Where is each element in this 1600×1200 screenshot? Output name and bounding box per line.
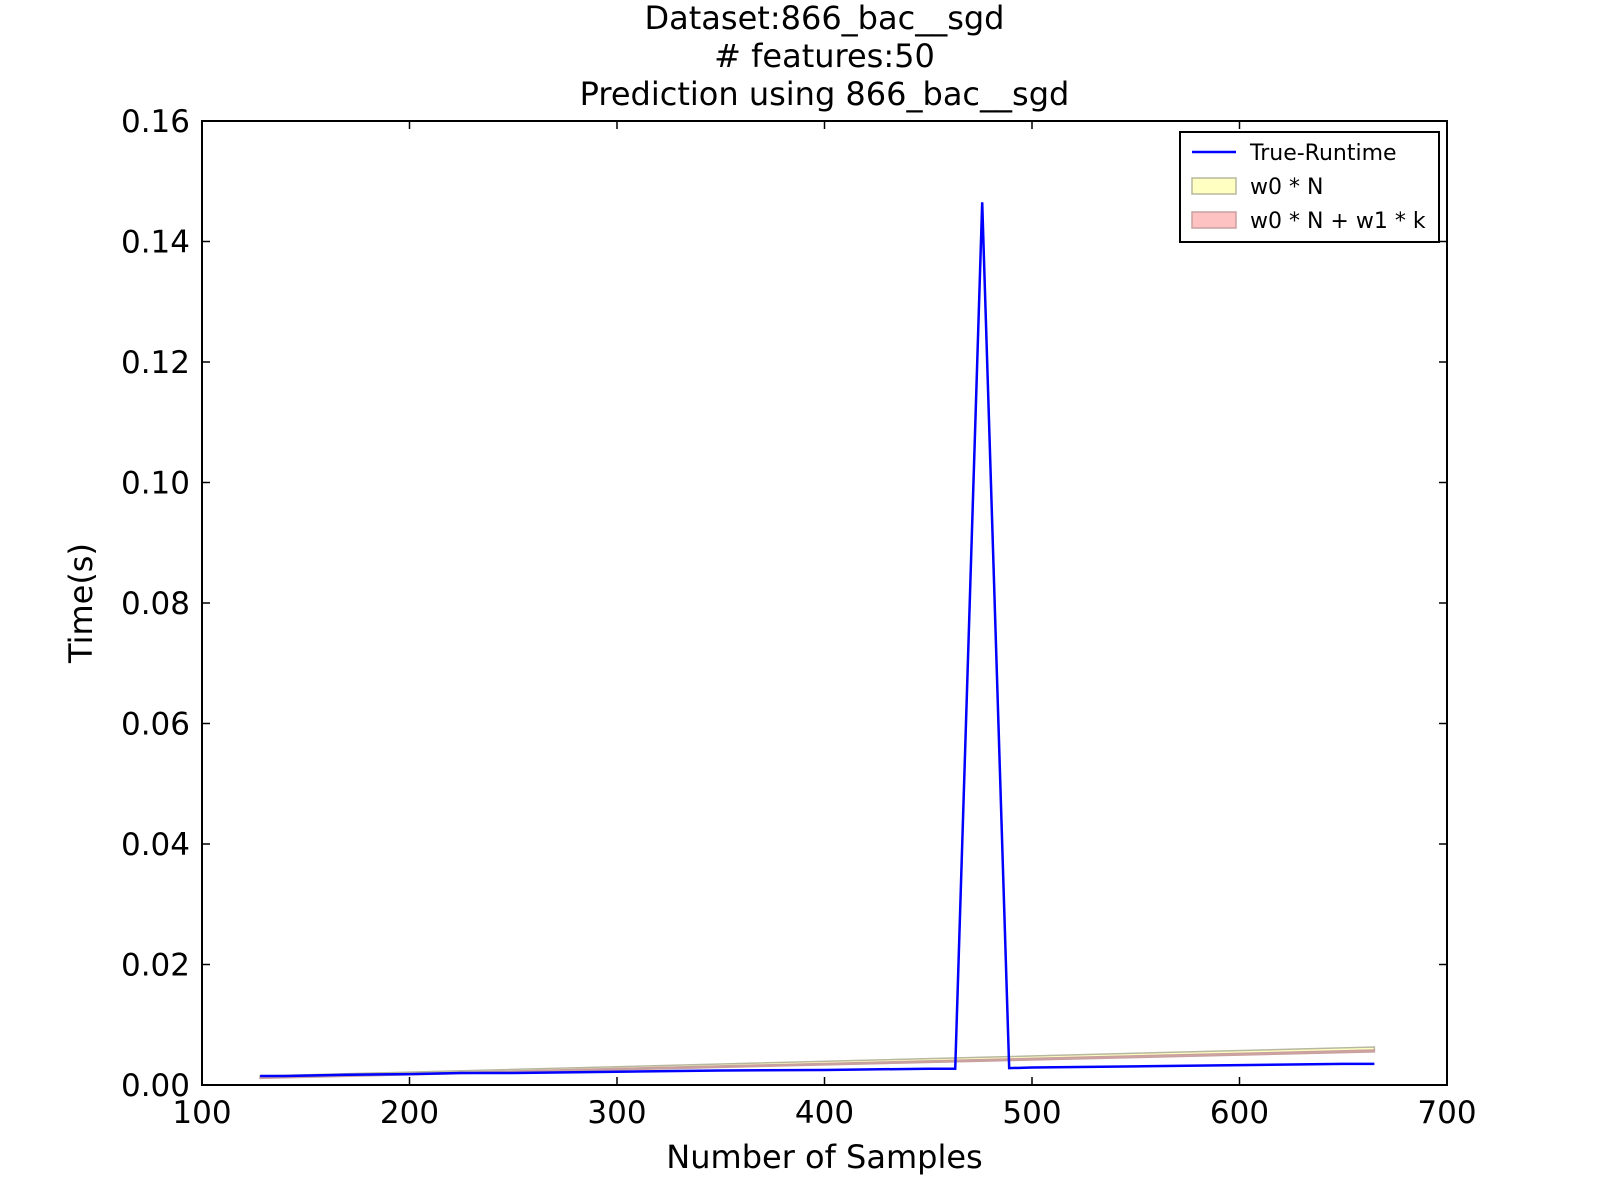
- y-tick-label: 0.16: [121, 104, 190, 140]
- x-axis-label: Number of Samples: [666, 1138, 982, 1176]
- legend-entry: True-Runtime: [1192, 141, 1397, 166]
- y-tick-label: 0.04: [121, 827, 190, 863]
- y-tick-label: 0.06: [121, 707, 190, 743]
- x-tick-label: 600: [1210, 1095, 1269, 1131]
- y-tick-label: 0.08: [121, 586, 190, 622]
- y-tick-label: 0.10: [121, 466, 190, 502]
- legend-entry: w0 * N + w1 * k: [1191, 209, 1426, 234]
- y-axis-label: Time(s): [62, 543, 100, 664]
- title-line: Dataset:866_bac__sgd: [645, 0, 1005, 37]
- x-tick-label: 500: [1002, 1095, 1061, 1131]
- y-tick-label: 0.12: [121, 345, 190, 381]
- x-tick-label: 700: [1417, 1095, 1476, 1131]
- legend-label: w0 * N: [1250, 175, 1323, 200]
- y-tick-label: 0.14: [121, 225, 190, 261]
- legend-label: True-Runtime: [1249, 141, 1397, 166]
- x-tick-label: 100: [172, 1095, 231, 1131]
- x-tick-label: 400: [795, 1095, 854, 1131]
- legend: True-Runtime w0 * N w0 * N + w1 * k: [1179, 131, 1440, 243]
- runtime-lines: [260, 202, 1375, 1078]
- axis-ticks: [201, 120, 1448, 1086]
- title-line: # features:50: [714, 37, 935, 75]
- x-tick-label: 300: [587, 1095, 646, 1131]
- legend-swatch: [1191, 177, 1237, 195]
- chart-title: Dataset:866_bac__sgd# features:50Predict…: [580, 0, 1070, 113]
- legend-swatch: [1191, 211, 1237, 229]
- legend-entry: w0 * N: [1191, 175, 1323, 200]
- legend-label: w0 * N + w1 * k: [1250, 209, 1426, 234]
- y-tick-label: 0.00: [121, 1068, 190, 1104]
- prediction-bands: [259, 1046, 1376, 1080]
- line-true-runtime: [260, 202, 1375, 1078]
- plot-frame: [201, 120, 1448, 1086]
- title-line: Prediction using 866_bac__sgd: [580, 75, 1070, 113]
- y-tick-label: 0.02: [121, 948, 190, 984]
- x-tick-label: 200: [380, 1095, 439, 1131]
- axis-tick-labels: 100 200 300 400 500 600 700 0.00 0.02 0.04 0.06 0.0…: [121, 104, 1477, 1131]
- band-w0-n-w1-k: [259, 1049, 1376, 1080]
